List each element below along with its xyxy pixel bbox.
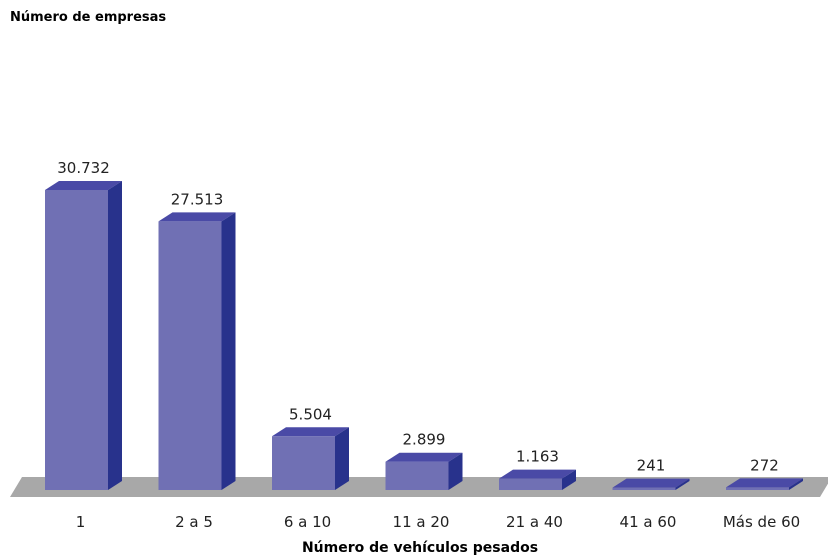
category-tick-labels: 1 2 a 5 6 a 10 11 a 20 21 a 40 41 a 60 Más de … [76, 513, 800, 531]
value-labels: 30.732 27.513 5.504 2.899 1.163 241 272 [57, 159, 779, 475]
bar-top [726, 478, 803, 488]
bar-side [221, 212, 236, 490]
bar-top [499, 469, 576, 479]
bar-top [385, 452, 463, 462]
category-tick-label: 41 a 60 [620, 513, 677, 531]
bar-front [45, 190, 108, 490]
bar-top [45, 181, 122, 190]
bar [726, 478, 803, 490]
category-tick-label: 1 [76, 513, 86, 531]
bar-side [335, 427, 349, 490]
value-label: 5.504 [289, 405, 332, 423]
bar-top [158, 212, 236, 222]
bar-front [612, 487, 676, 490]
value-label: 30.732 [57, 159, 110, 177]
bar-side [448, 452, 463, 490]
bar [272, 427, 349, 490]
bar-front [385, 461, 449, 490]
y-axis-title: Número de empresas [10, 10, 167, 25]
bar-front [726, 487, 789, 490]
bar-front [158, 221, 222, 490]
bar-side [108, 181, 122, 490]
category-tick-label: 6 a 10 [284, 513, 331, 531]
bar [612, 478, 690, 490]
value-label: 1.163 [516, 448, 559, 466]
bar [158, 212, 236, 490]
bar-top [612, 478, 690, 488]
value-label: 27.513 [171, 190, 224, 208]
category-tick-label: Más de 60 [723, 513, 800, 531]
bar-series [45, 181, 803, 490]
x-axis-title: Número de vehículos pesados [302, 540, 538, 556]
bar-side [675, 478, 690, 490]
bar [385, 452, 463, 490]
bar-front [499, 478, 562, 490]
bar [45, 181, 122, 490]
category-tick-label: 2 a 5 [175, 513, 213, 531]
bar-side [789, 478, 803, 490]
bar [499, 469, 576, 490]
value-label: 2.899 [403, 431, 446, 449]
category-tick-label: 11 a 20 [393, 513, 450, 531]
bar-side [562, 469, 576, 490]
bar-front [272, 436, 335, 490]
value-label: 272 [750, 456, 779, 474]
bar-top [272, 427, 349, 437]
value-label: 241 [637, 457, 666, 475]
category-tick-label: 21 a 40 [506, 513, 563, 531]
